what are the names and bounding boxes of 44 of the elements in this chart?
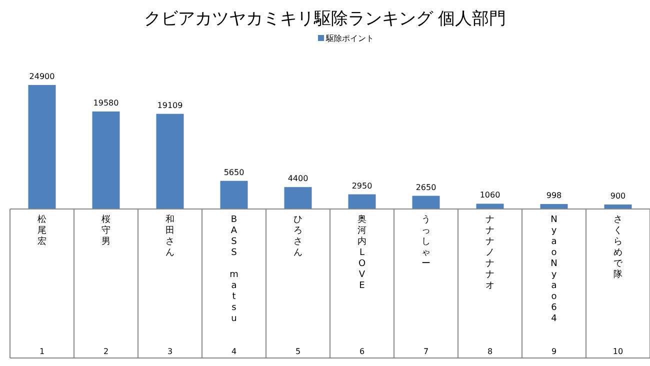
x-tick-label: 和田さん bbox=[166, 214, 174, 258]
bar bbox=[220, 180, 248, 209]
text: 10 bbox=[612, 347, 624, 356]
data-label: 5650 bbox=[224, 168, 244, 177]
x-tick-label: さくらめで隊 bbox=[614, 215, 624, 280]
bar bbox=[284, 187, 312, 209]
category-label: BASS matsu bbox=[230, 215, 238, 324]
text: 6 bbox=[551, 303, 558, 313]
data-label: 24900 bbox=[29, 72, 55, 81]
text: 3 bbox=[167, 347, 173, 356]
bar bbox=[412, 196, 440, 209]
bar bbox=[348, 194, 376, 209]
x-tick-label: ナナナノナナオ bbox=[486, 215, 494, 291]
text: 5 bbox=[295, 347, 301, 356]
text: 2 bbox=[103, 347, 109, 356]
bar bbox=[604, 204, 632, 209]
data-label: 2650 bbox=[416, 182, 436, 192]
bar bbox=[540, 204, 568, 209]
text: 9 bbox=[551, 347, 557, 356]
text: 8 bbox=[487, 347, 493, 356]
data-label: 19580 bbox=[93, 98, 119, 108]
text: 1 bbox=[39, 347, 45, 356]
data-label: 998 bbox=[546, 191, 562, 200]
x-tick-label: ひろさん bbox=[294, 215, 302, 258]
legend-label: 駆除ポイント bbox=[325, 34, 374, 43]
data-label: 900 bbox=[610, 192, 626, 201]
text: 4 bbox=[231, 347, 237, 356]
x-tick-label: うっしゃー bbox=[422, 215, 430, 269]
text: 6 bbox=[359, 347, 365, 356]
bar bbox=[476, 204, 504, 209]
bar bbox=[92, 111, 120, 209]
data-label: 1060 bbox=[480, 190, 500, 200]
data-label: 19109 bbox=[157, 100, 183, 110]
x-tick-label: 桜守男 bbox=[102, 214, 110, 247]
x-tick-label: 松尾宏 bbox=[38, 214, 46, 247]
bar bbox=[28, 85, 56, 209]
data-label: 4400 bbox=[288, 174, 308, 184]
category-label: NyaoNyao bbox=[550, 215, 558, 302]
text: 7 bbox=[423, 347, 429, 356]
bar bbox=[156, 114, 184, 209]
data-label: 2950 bbox=[352, 181, 372, 190]
chart-title: クビアカツヤカミキリ駆除ランキング 個人部門 bbox=[144, 9, 506, 29]
text: 4 bbox=[551, 314, 558, 324]
x-tick-label: 奥河内LOVE bbox=[358, 214, 366, 291]
